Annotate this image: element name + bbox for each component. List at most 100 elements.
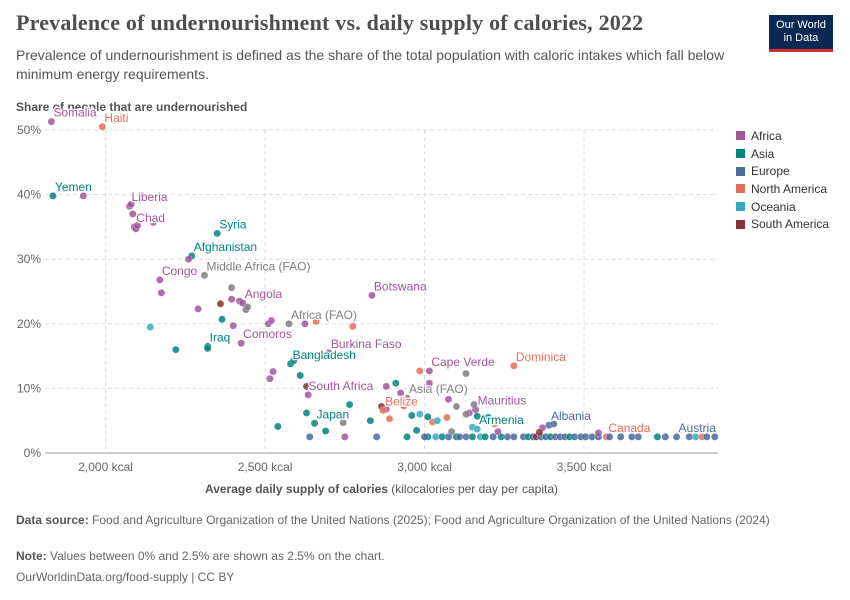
legend-label: South America [751,217,830,232]
data-point [403,433,411,441]
data-point [194,305,202,313]
legend-label: North America [751,181,828,196]
point-label: Austria [679,421,717,435]
data-point [473,425,481,433]
point-label: Japan [317,407,350,421]
point-label: Chad [136,211,165,225]
data-point [349,322,357,331]
data-point [336,411,344,419]
point-label: Yemen [55,180,92,194]
data-point [184,255,193,263]
legend-item[interactable]: Oceania [736,198,829,216]
data-point [423,413,432,421]
data-point [443,413,451,422]
y-tick-label: 50% [17,123,41,137]
logo-line2: in Data [783,32,819,44]
legend-swatch [736,166,745,176]
data-point [216,300,225,308]
data-point [304,391,312,399]
point-label: Belize [385,394,418,408]
data-point [310,419,319,428]
data-point [227,283,236,292]
data-point [416,367,424,375]
data-point [425,379,434,387]
footer-note: Note: Values between 0% and 2.5% are sho… [16,549,385,564]
point-label: South Africa [309,379,374,393]
x-axis-title: Average daily supply of calories (kiloca… [205,482,558,496]
data-point [296,371,304,380]
chart-title: Prevalence of undernourishment vs. daily… [16,10,644,35]
footer-url[interactable]: OurWorldinData.org/food-supply | CC BY [16,570,234,585]
data-point [98,123,107,131]
logo-line1: Our World [776,19,826,31]
point-label: Asia (FAO) [409,382,468,396]
data-point [328,383,336,391]
source-url[interactable]: OurWorldinData.org/food-supply | CC BY [16,570,235,584]
point-label: Syria [219,217,247,231]
legend-swatch [736,202,745,212]
data-point [302,409,311,417]
data-point [420,433,429,441]
point-label: Afghanistan [194,240,257,254]
legend: Africa Asia Europe North America Oceania Sout… [736,127,829,233]
data-point [653,433,662,441]
data-point [703,433,711,441]
data-point [444,395,453,404]
footer-source: Data source: Food and Agriculture Organi… [16,513,816,528]
point-label: Botswana [374,279,427,293]
data-point [416,410,424,418]
legend-item[interactable]: Asia [736,145,829,163]
y-tick-label: 40% [17,188,41,202]
point-label: Somalia [53,106,97,120]
data-point [385,415,394,423]
data-point [392,379,400,387]
data-point [290,356,298,365]
data-point [468,433,477,441]
data-point [218,315,226,324]
data-point [312,317,320,325]
data-point [494,427,502,436]
point-label: Middle Africa (FAO) [206,259,310,273]
legend-item[interactable]: Europe [736,162,829,180]
legend-item[interactable]: South America [736,215,829,233]
data-point [341,433,349,441]
data-point [444,433,453,441]
data-point [634,433,643,441]
point-label: Canada [608,421,650,435]
chart-subtitle: Prevalence of undernourishment is define… [16,47,725,82]
data-point [396,389,405,397]
data-point [400,402,408,410]
data-point [594,429,603,437]
data-point [379,406,387,415]
legend-swatch [736,149,745,159]
data-point [366,416,375,425]
x-axis-title-units: (kilocalories per day per capita) [391,482,558,496]
data-point [149,218,158,227]
data-point [127,200,135,209]
point-label: Dominica [516,350,566,364]
point-label: Mauritius [478,394,527,408]
legend-item[interactable]: Africa [736,127,829,145]
data-point [237,339,245,347]
data-point [535,428,544,437]
point-label: Angola [245,287,283,301]
data-point [462,410,470,418]
legend-item[interactable]: North America [736,180,829,198]
data-point [581,433,590,441]
data-point [156,276,164,284]
point-label: Armenia [479,413,524,427]
data-point [452,402,461,411]
source-text: Food and Agriculture Organization of the… [92,513,770,527]
data-point [473,412,481,420]
owid-logo[interactable]: Our World in Data [769,15,833,52]
legend-label: Europe [751,164,790,179]
note-label: Note: [16,549,47,563]
data-point [570,433,579,441]
data-point [345,400,354,409]
data-point [339,418,347,427]
data-point [433,416,442,425]
data-point [455,433,464,441]
point-label: Africa (FAO) [291,308,357,322]
data-point [269,367,277,376]
